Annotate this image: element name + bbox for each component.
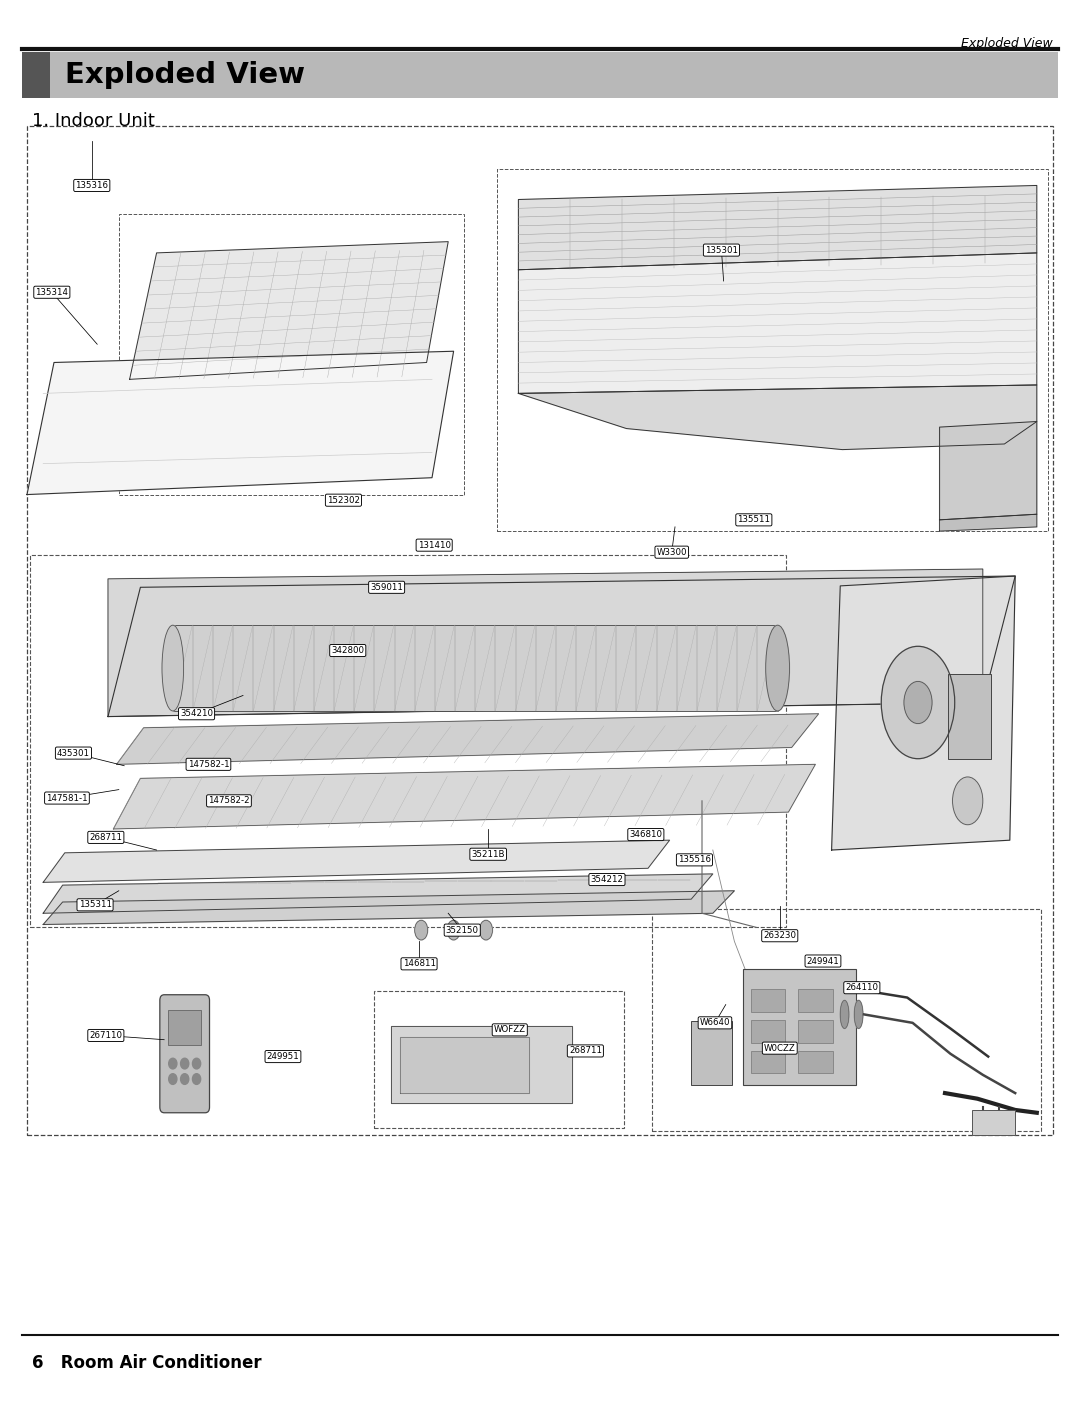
Text: 267110: 267110 xyxy=(90,1031,122,1040)
Polygon shape xyxy=(940,422,1037,520)
FancyBboxPatch shape xyxy=(972,1110,1015,1135)
Polygon shape xyxy=(108,576,1015,717)
FancyBboxPatch shape xyxy=(691,1021,732,1085)
Polygon shape xyxy=(518,385,1037,450)
Text: 352150: 352150 xyxy=(446,926,478,934)
Text: Exploded View: Exploded View xyxy=(65,62,305,89)
FancyBboxPatch shape xyxy=(22,52,50,98)
Text: WOFZZ: WOFZZ xyxy=(494,1026,526,1034)
Ellipse shape xyxy=(840,1000,849,1028)
Polygon shape xyxy=(27,351,454,495)
Ellipse shape xyxy=(881,646,955,759)
Text: 6   Room Air Conditioner: 6 Room Air Conditioner xyxy=(32,1354,262,1373)
FancyBboxPatch shape xyxy=(743,969,856,1085)
Text: 346810: 346810 xyxy=(630,830,662,839)
Text: 249941: 249941 xyxy=(807,957,839,965)
Polygon shape xyxy=(832,576,1015,850)
Ellipse shape xyxy=(480,920,492,940)
Text: 131410: 131410 xyxy=(418,541,450,549)
Polygon shape xyxy=(117,714,819,764)
Text: 135314: 135314 xyxy=(36,288,68,296)
Text: W6640: W6640 xyxy=(700,1019,730,1027)
Text: 135316: 135316 xyxy=(76,181,108,190)
Circle shape xyxy=(168,1058,177,1069)
Ellipse shape xyxy=(766,625,789,711)
Text: 359011: 359011 xyxy=(370,583,403,592)
Text: 354212: 354212 xyxy=(591,875,623,884)
FancyBboxPatch shape xyxy=(22,52,1058,98)
Polygon shape xyxy=(43,874,713,913)
Ellipse shape xyxy=(904,681,932,724)
Polygon shape xyxy=(43,891,734,924)
Text: 135516: 135516 xyxy=(678,856,711,864)
Text: 146811: 146811 xyxy=(403,960,435,968)
Polygon shape xyxy=(400,1037,529,1093)
Text: 135301: 135301 xyxy=(705,246,738,254)
Text: 35211B: 35211B xyxy=(471,850,505,858)
Text: 1. Indoor Unit: 1. Indoor Unit xyxy=(32,112,156,131)
Ellipse shape xyxy=(415,920,428,940)
Text: 135511: 135511 xyxy=(738,516,770,524)
FancyBboxPatch shape xyxy=(173,625,778,711)
Text: 147581-1: 147581-1 xyxy=(46,794,87,802)
Ellipse shape xyxy=(447,920,460,940)
Ellipse shape xyxy=(953,777,983,825)
Text: W0CZZ: W0CZZ xyxy=(764,1044,796,1052)
Text: 435301: 435301 xyxy=(57,749,90,757)
Text: 147582-1: 147582-1 xyxy=(188,760,229,769)
Text: W3300: W3300 xyxy=(657,548,687,556)
Text: 268711: 268711 xyxy=(569,1047,602,1055)
Polygon shape xyxy=(108,569,983,717)
FancyBboxPatch shape xyxy=(751,1020,785,1043)
Polygon shape xyxy=(391,1026,572,1103)
FancyBboxPatch shape xyxy=(751,1051,785,1073)
Circle shape xyxy=(180,1073,189,1085)
Text: Exploded View: Exploded View xyxy=(961,37,1053,49)
Text: 152302: 152302 xyxy=(327,496,360,504)
Ellipse shape xyxy=(162,625,184,711)
Text: 264110: 264110 xyxy=(846,983,878,992)
FancyBboxPatch shape xyxy=(948,674,991,759)
Polygon shape xyxy=(518,185,1037,270)
Polygon shape xyxy=(518,253,1037,393)
Text: 342800: 342800 xyxy=(332,646,364,655)
Circle shape xyxy=(192,1073,201,1085)
FancyBboxPatch shape xyxy=(798,989,833,1012)
Text: 268711: 268711 xyxy=(90,833,122,842)
FancyBboxPatch shape xyxy=(160,995,210,1113)
Polygon shape xyxy=(113,764,815,829)
Circle shape xyxy=(180,1058,189,1069)
FancyBboxPatch shape xyxy=(798,1020,833,1043)
Text: 135311: 135311 xyxy=(79,901,111,909)
FancyBboxPatch shape xyxy=(751,989,785,1012)
Text: 263230: 263230 xyxy=(764,932,796,940)
Text: 249951: 249951 xyxy=(267,1052,299,1061)
Circle shape xyxy=(168,1073,177,1085)
Polygon shape xyxy=(940,514,1037,531)
Polygon shape xyxy=(130,242,448,379)
Circle shape xyxy=(192,1058,201,1069)
Polygon shape xyxy=(43,840,670,882)
FancyBboxPatch shape xyxy=(798,1051,833,1073)
Ellipse shape xyxy=(854,1000,863,1028)
Text: 354210: 354210 xyxy=(180,710,213,718)
Text: 147582-2: 147582-2 xyxy=(208,797,249,805)
FancyBboxPatch shape xyxy=(168,1010,201,1045)
